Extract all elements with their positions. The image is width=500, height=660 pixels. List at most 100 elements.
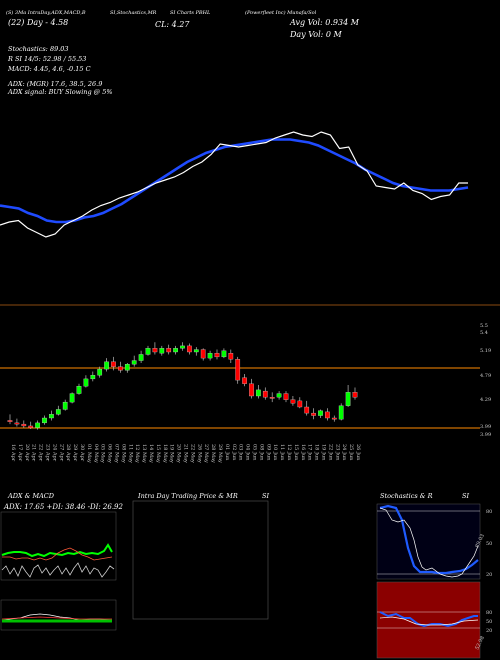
candle-body (207, 353, 213, 359)
adx-minus-di-line (2, 547, 113, 561)
candle-body (159, 348, 165, 354)
candle-body (49, 414, 54, 419)
candle-body (28, 425, 34, 428)
date-axis-label: 14 May (148, 444, 154, 463)
candle (166, 344, 172, 355)
candle-body (262, 390, 268, 398)
candle (297, 397, 303, 409)
stochastics-readout: Stochastics: 89.03 (8, 45, 69, 53)
date-axis-label: 19 Jun (321, 444, 327, 461)
price-axis-label: 5.19 (480, 348, 491, 354)
candle (256, 385, 261, 399)
date-axis-label: 28 May (210, 444, 216, 463)
candle (62, 399, 68, 411)
price-axis-label: 4.79 (480, 373, 491, 379)
stochastics-panel (376, 503, 481, 580)
candle-body (290, 399, 296, 404)
candle-body (311, 412, 316, 416)
candle-body (187, 345, 192, 353)
candle (69, 392, 75, 404)
candle-body (352, 392, 358, 398)
candle-body (180, 345, 185, 349)
candle-body (325, 411, 330, 419)
price-chart: 5.55.45.194.794.293.993.99 16 Apr 17 Apr 2… (0, 131, 500, 463)
stoch-k-line (379, 504, 479, 575)
date-axis-label: 05 Jun (252, 444, 258, 461)
candle (269, 392, 275, 403)
close-price: CL: 4.27 (155, 20, 190, 29)
date-axis-label: 09 Jun (265, 444, 271, 461)
date-axis-label: 12 May (134, 444, 140, 463)
candle (21, 420, 27, 428)
moving-average-line (0, 138, 469, 224)
candle-body (138, 354, 144, 361)
day-volume: Day Vol: 0 M (290, 30, 342, 39)
intraday-panel-si: SI (262, 492, 270, 500)
candle-body (214, 353, 220, 358)
rsi-axis-80: 80 (486, 610, 492, 616)
adx-line (1, 562, 115, 578)
candle (318, 409, 323, 418)
candle-body (35, 422, 40, 428)
date-axis-label: 04 May (93, 444, 99, 463)
date-axis-label: 15 May (155, 444, 161, 463)
candle (235, 356, 241, 384)
date-axis-label: 15 Jun (293, 444, 299, 461)
date-axis-label: 17 Jun (307, 444, 313, 461)
prev-close: (22) Day - 4.58 (8, 18, 69, 27)
price-axis-label: 3.99 (480, 424, 491, 430)
candle (249, 378, 254, 399)
adx-values: ADX: 17.65 +DI: 38.46 -DI: 26.92 (4, 503, 123, 511)
date-axis-label: 27 Apr (58, 444, 64, 462)
candle-body (55, 409, 61, 415)
stoch-d-line (379, 507, 479, 578)
candle (159, 345, 165, 356)
rsi-smooth-line (379, 616, 479, 626)
rsi-value-label: 52.98 (474, 635, 485, 651)
candle-body (62, 401, 68, 410)
date-axis-label: 23 Apr (45, 444, 51, 462)
date-axis-label: 18 May (162, 444, 168, 463)
date-axis-label: 29 May (217, 444, 223, 463)
candle (131, 355, 137, 367)
candle-body (104, 361, 109, 370)
candle (55, 405, 61, 416)
macd-signal-line (1, 616, 112, 620)
macd-readout: MACD: 4.45, 4.6, -0.15 C (8, 65, 91, 73)
date-axis-label: 19 May (169, 444, 175, 463)
candle-body (221, 350, 227, 358)
candle (207, 350, 213, 361)
candle-body (97, 368, 103, 376)
date-axis-label: 30 Apr (79, 444, 85, 462)
price-axis-labels: 5.55.4 5.19 4.79 4.29 3.99 3.99 (480, 323, 491, 438)
candle-body (7, 420, 13, 422)
candle (331, 415, 337, 422)
avg-volume: Avg Vol: 0.934 M (290, 18, 359, 27)
date-axis-label: 27 May (203, 444, 209, 463)
date-axis-label: 29 Apr (72, 444, 78, 462)
candle-body (83, 378, 89, 387)
candle-body (228, 353, 234, 360)
price-axis-label: 5.5 (480, 323, 488, 329)
date-axis-label: 22 Apr (38, 444, 44, 462)
date-axis-label: 01 Jun (224, 444, 230, 461)
candle (49, 410, 54, 421)
candle (104, 358, 109, 372)
candle (338, 403, 344, 421)
candle-body (90, 375, 96, 380)
candle (28, 421, 34, 429)
date-axis-label: 23 Jun (334, 444, 340, 461)
candle (138, 350, 144, 363)
candle (325, 408, 330, 421)
candle (7, 414, 13, 425)
stoch-panel-si: SI (462, 492, 470, 500)
candle (262, 387, 268, 400)
date-axis-label: 24 Jun (341, 444, 347, 461)
rsi-axis-50: 50 (486, 619, 492, 625)
candle-body (152, 348, 158, 353)
candle (173, 345, 178, 355)
date-axis-label: 05 May (100, 444, 106, 463)
candle (97, 366, 103, 378)
candle (118, 361, 123, 373)
